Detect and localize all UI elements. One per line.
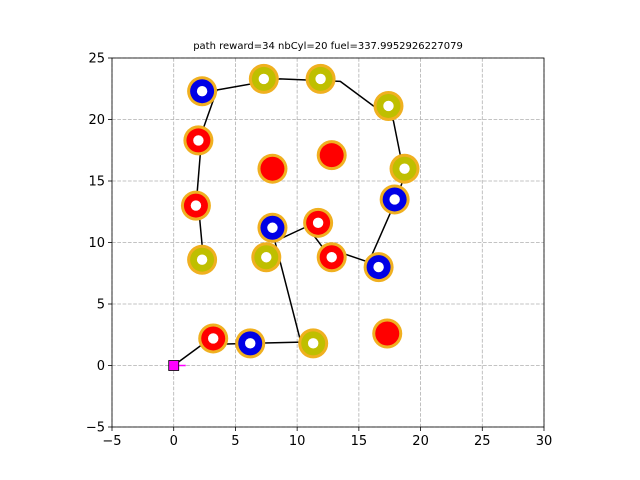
x-tick-label: 5 [231,434,239,449]
y-tick-label: −5 [86,421,105,436]
visited-dot [389,194,400,205]
y-tick-label: 20 [88,113,105,128]
visited-dot [307,338,319,349]
visited-dot [315,73,326,85]
cylinders [180,63,420,359]
cylinder-olive [248,63,279,94]
cylinder-red [372,318,403,349]
cylinder-blue [257,212,288,243]
cylinder-red [316,242,347,273]
y-tick-label: 0 [97,359,105,374]
cylinder-red [303,207,334,238]
x-tick-label: −5 [102,434,121,449]
visited-dot [373,261,384,273]
start-marker-group [168,360,186,371]
cylinder-red [198,323,229,354]
cylinder-red [183,125,214,156]
cylinder-core [375,321,400,346]
axis-ticks: −5 0 5 10 15 20 25 30 −5 0 5 10 15 20 25 [86,52,552,450]
visited-dot [267,222,278,233]
cylinder-blue [187,76,218,107]
x-tick-label: 25 [474,434,491,449]
visited-dot [245,338,256,349]
y-tick-label: 10 [88,236,105,251]
visited-dot [190,200,202,211]
cylinder-olive [298,328,329,359]
y-tick-label: 25 [88,52,105,67]
visited-dot [383,100,394,112]
cylinder-olive [187,244,218,275]
visited-dot [193,135,204,146]
cylinder-core [319,143,344,168]
cylinder-red [257,153,288,184]
chart-title: path reward=34 nbCyl=20 fuel=337.9952926… [193,41,463,52]
visited-dot [258,73,270,85]
x-tick-label: 15 [351,434,368,449]
visited-dot [312,217,324,229]
x-tick-label: 10 [289,434,306,449]
visited-dot [261,252,272,263]
cylinder-blue [379,184,410,215]
cylinder-olive [373,90,404,121]
start-marker [168,360,180,371]
cylinder-olive [389,153,420,184]
cylinder-red [180,190,211,221]
cylinder-core [260,156,285,181]
x-tick-label: 0 [170,434,178,449]
x-tick-label: 20 [412,434,429,449]
visited-dot [326,252,337,263]
y-tick-label: 5 [97,298,105,313]
visited-dot [196,86,208,97]
cylinder-olive [305,63,336,94]
visited-dot [196,254,208,265]
visited-dot [208,333,219,344]
x-tick-label: 30 [536,434,553,449]
y-tick-label: 15 [88,175,105,190]
cylinder-blue [363,252,394,283]
visited-dot [399,163,410,174]
cylinder-olive [251,242,282,273]
cylinder-red [316,140,347,171]
cylinder-blue [235,328,266,359]
